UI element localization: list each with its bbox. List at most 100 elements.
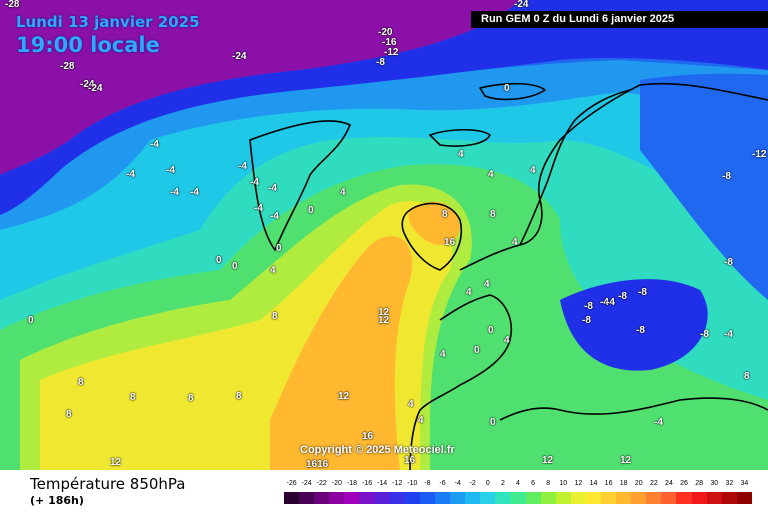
isotherm-label: 12 [620,455,632,466]
isotherm-label: -4 [190,187,199,198]
color-scale-swatch [344,492,360,504]
isotherm-label: -4 [238,161,247,172]
parameter-title: Température 850hPa [30,475,186,493]
isotherm-label: 8 [66,409,72,420]
isotherm-label: -8 [724,257,733,268]
isotherm-label: 4 [466,287,472,298]
color-scale-swatch [329,492,345,504]
color-scale-label: 22 [649,480,658,487]
isotherm-label: -4 [268,183,277,194]
isotherm-label: 1616 [306,459,329,470]
isotherm-label: 4 [504,335,510,346]
color-scale-swatch [540,492,556,504]
isotherm-label: 4 [440,349,446,360]
isotherm-label: 0 [504,83,510,94]
isotherm-label: -24 [232,51,247,62]
temperature-map: -28 -28 -24 -24 -24 -20 -16 -12 -8 -24 -4 -4 -4 -4 -4-… [0,0,768,470]
isotherm-label: -4 [126,169,135,180]
region-deep-blue-north [0,0,768,215]
color-scale-label: -20 [331,480,342,487]
isotherm-label: 16 [444,237,456,248]
color-scale-label: 18 [619,480,628,487]
color-scale-swatch [374,492,390,504]
color-scale-label: 26 [680,480,688,487]
isotherm-label: -4 [606,297,615,308]
run-info-text: Run GEM 0 Z du Lundi 6 janvier 2025 [481,13,675,25]
isotherm-label: 8 [272,311,278,322]
color-scale-swatch [555,492,571,504]
isotherm-label: -4 [270,211,279,222]
parameter-subtitle: (+ 186h) [30,494,84,507]
color-scale-swatch [525,492,541,504]
region-deep-blue-east [560,279,708,371]
color-scale-label: -12 [392,480,403,487]
isotherm-label: -8 [636,325,645,336]
color-scale-label: 12 [574,480,583,487]
isotherm-label: 16 [362,431,374,442]
isotherm-label: 8 [188,393,194,404]
isotherm-label: -4 [724,329,733,340]
isotherm-label: -8 [700,329,709,340]
isotherm-label: 8 [442,209,448,220]
isotherm-label: -8 [376,57,385,68]
color-scale-swatch [706,492,722,504]
isotherm-label: 0 [474,345,480,356]
isotherm-label: -12 [384,47,399,58]
color-scale-label: 16 [604,480,613,487]
color-scale-swatch [600,492,617,504]
region-polar-vortex [0,0,520,175]
isotherm-label: -4 [166,165,175,176]
color-scale-swatch [676,492,692,504]
scandinavia-coast [519,89,631,246]
color-scale-swatch [299,492,315,504]
color-scale-label: -2 [469,480,476,487]
isotherm-label: 0 [232,261,238,272]
isotherm-label: 4 [530,165,536,176]
isotherm-label: -24 [514,0,529,10]
isotherm-label: -28 [60,61,75,72]
color-scale-swatch [691,492,707,504]
isotherm-label: 4 [512,237,518,248]
isotherm-label: 8 [744,371,750,382]
color-scale-swatch [721,492,737,504]
region-mid-blue-ne [640,73,768,300]
region-orange [270,236,413,470]
isotherm-label: 8 [236,391,242,402]
color-scale-label: 32 [725,480,734,487]
color-scale-label: 28 [695,480,704,487]
isotherm-label: -28 [5,0,20,10]
isotherm-label: 4 [408,399,414,410]
isotherm-label: 0 [276,243,282,254]
isotherm-label: 4 [458,149,464,160]
copyright-notice: Copyright © 2025 Meteociel.fr [300,444,455,456]
color-scale-label: -8 [424,480,431,487]
isotherm-label: -8 [582,315,591,326]
color-scale-swatch [631,492,647,504]
isotherm-label: 0 [490,417,496,428]
isotherm-label: -8 [584,301,593,312]
color-scale-swatch [585,492,601,504]
isotherm-label: 4 [484,279,490,290]
forecast-time: 19:00 locale [16,33,160,57]
color-scale-swatch [736,492,752,504]
color-scale-label: 4 [516,480,520,487]
color-scale-swatch [434,492,451,504]
color-scale-swatch [404,492,420,504]
color-scale-swatch [465,492,481,504]
isotherm-label: -4 [254,203,263,214]
isotherm-label: -4 [600,297,609,308]
color-scale-swatch [495,492,511,504]
color-scale-label: 6 [531,480,536,487]
temperature-field [0,0,768,470]
color-scale-swatch [389,492,405,504]
greenland-coast [249,120,351,251]
run-info-box: Run GEM 0 Z du Lundi 6 janvier 2025 [471,11,768,28]
color-scale-bar [284,492,752,504]
color-scale-swatch [616,492,632,504]
color-scale-swatch [419,492,435,504]
color-scale-swatch [661,492,677,504]
color-scale-label: 34 [740,480,749,487]
color-scale-label: -26 [286,480,297,487]
isotherm-label: 12 [378,307,390,318]
isotherm-label: 12 [542,455,554,466]
